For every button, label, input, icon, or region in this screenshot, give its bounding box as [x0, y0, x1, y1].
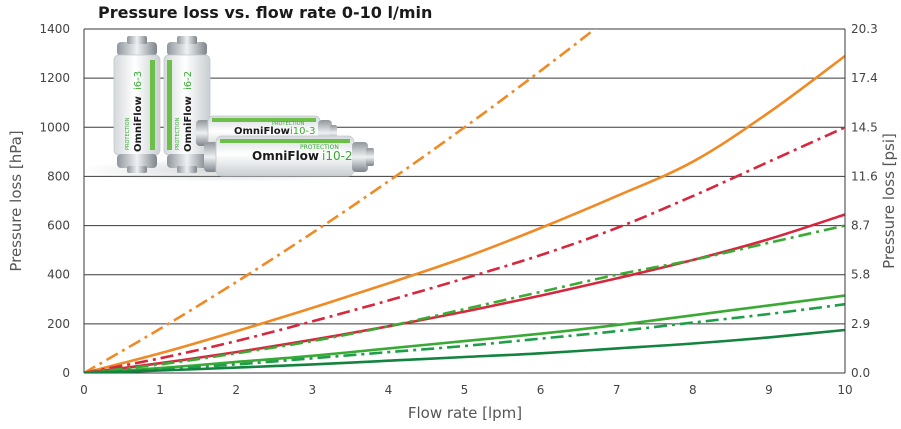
- series-line-7: [84, 302, 845, 373]
- series-line-8: [84, 328, 845, 373]
- x-tick-label: 0: [80, 383, 88, 397]
- model-label: i6-2: [183, 71, 194, 90]
- series-line-1: [84, 29, 597, 373]
- y-tick-label-left: 1000: [39, 120, 70, 134]
- y-tick-label-left: 600: [47, 219, 70, 233]
- model-label: i10-3: [290, 126, 315, 137]
- tag-label: PROTECTION: [175, 117, 181, 150]
- y-tick-label-right: 20.3: [851, 22, 878, 36]
- y-tick-label-right: 5.8: [851, 268, 870, 282]
- brand-label: OmniFlow: [183, 96, 194, 152]
- y-axis-label-right: Pressure loss [psi]: [880, 133, 898, 269]
- y-tick-label-left: 400: [47, 268, 70, 282]
- x-tick-label: 10: [837, 383, 852, 397]
- y-tick-label-right: 0.0: [851, 366, 870, 380]
- x-tick-label: 3: [308, 383, 316, 397]
- y-tick-label-right: 2.9: [851, 317, 870, 331]
- y-tick-label-right: 8.7: [851, 219, 870, 233]
- chart-title: Pressure loss vs. flow rate 0-10 l/min: [98, 3, 432, 22]
- tag-label: PROTECTION: [272, 121, 305, 127]
- y-tick-label-left: 1400: [39, 22, 70, 36]
- model-label: i10-2: [322, 149, 353, 163]
- model-label: i6-3: [133, 71, 144, 90]
- tag-label: PROTECTION: [300, 144, 339, 151]
- cartridge-i6-3: OmniFlow i6-3 PROTECTION: [113, 36, 161, 173]
- y-tick-label-right: 11.6: [851, 169, 878, 183]
- y-tick-label-left: 1200: [39, 71, 70, 85]
- x-tick-label: 2: [232, 383, 240, 397]
- brand-label: OmniFlow: [133, 96, 144, 152]
- product-image: OmniFlow i6-3 PROTECTION OmniFlow i6-2 P…: [80, 36, 380, 182]
- x-tick-label: 7: [613, 383, 621, 397]
- series-lines: [84, 29, 845, 373]
- brand-label: OmniFlow: [234, 126, 290, 137]
- y-tick-label-left: 200: [47, 317, 70, 331]
- x-tick-label: 6: [537, 383, 545, 397]
- y-tick-label-left: 800: [47, 169, 70, 183]
- series-line-5: [84, 224, 845, 373]
- x-axis-label: Flow rate [lpm]: [408, 404, 522, 422]
- x-tick-label: 4: [385, 383, 393, 397]
- series-line-3: [84, 126, 845, 373]
- y-axis-label-left: Pressure loss [hPa]: [7, 130, 25, 271]
- series-line-6: [84, 294, 845, 373]
- series-line-2: [84, 54, 845, 373]
- tag-label: PROTECTION: [125, 117, 131, 150]
- cartridge-i6-2: OmniFlow i6-2 PROTECTION: [163, 36, 211, 173]
- y-tick-label-right: 17.4: [851, 71, 878, 85]
- cartridge-i10-2: OmniFlow i10-2 PROTECTION: [204, 135, 374, 177]
- y-tick-label-left: 0: [62, 366, 70, 380]
- y-tick-label-right: 14.5: [851, 120, 878, 134]
- x-tick-label: 1: [156, 383, 164, 397]
- brand-label: OmniFlow: [252, 149, 319, 163]
- series-group: [84, 29, 845, 373]
- x-tick-label: 9: [765, 383, 773, 397]
- x-tick-label: 5: [461, 383, 469, 397]
- x-tick-label: 8: [689, 383, 697, 397]
